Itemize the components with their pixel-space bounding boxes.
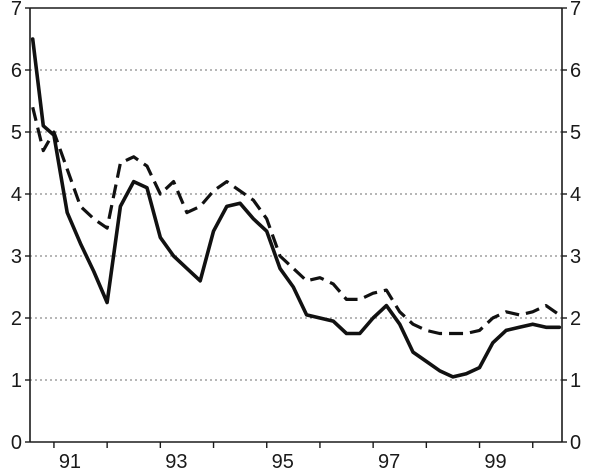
x-tick-label: 93	[165, 451, 187, 472]
x-tick-label: 97	[378, 451, 400, 472]
left-y-tick-label: 3	[11, 246, 22, 268]
solid-series-line	[30, 37, 562, 379]
right-y-tick-label: 7	[570, 0, 581, 20]
right-y-tick-label: 2	[570, 308, 581, 330]
right-y-tick-label: 5	[570, 122, 581, 144]
left-y-tick-label: 2	[11, 308, 22, 330]
grid-lines	[30, 69, 562, 381]
right-y-tick-label: 4	[570, 184, 581, 206]
right-y-tick-label: 3	[570, 246, 581, 268]
x-tick-label: 95	[272, 451, 294, 472]
axes	[25, 7, 567, 448]
dashed-series-line	[31, 106, 561, 336]
series-lines	[30, 37, 562, 379]
left-y-tick-label: 5	[11, 122, 22, 144]
right-y-tick-label: 6	[570, 60, 581, 82]
left-y-tick-label: 1	[11, 370, 22, 392]
left-y-tick-label: 7	[11, 0, 22, 20]
left-y-tick-label: 0	[11, 432, 22, 454]
left-y-tick-label: 6	[11, 60, 22, 82]
x-tick-label: 99	[484, 451, 506, 472]
right-y-tick-label: 0	[570, 432, 581, 454]
left-y-tick-label: 4	[11, 184, 22, 206]
x-tick-label: 91	[59, 451, 81, 472]
tick-labels: 0 0 1 1 2 2 3 3 4 4 5 5 6 6 7 7 91 93 95 97 99	[11, 0, 581, 472]
right-y-tick-label: 1	[570, 370, 581, 392]
